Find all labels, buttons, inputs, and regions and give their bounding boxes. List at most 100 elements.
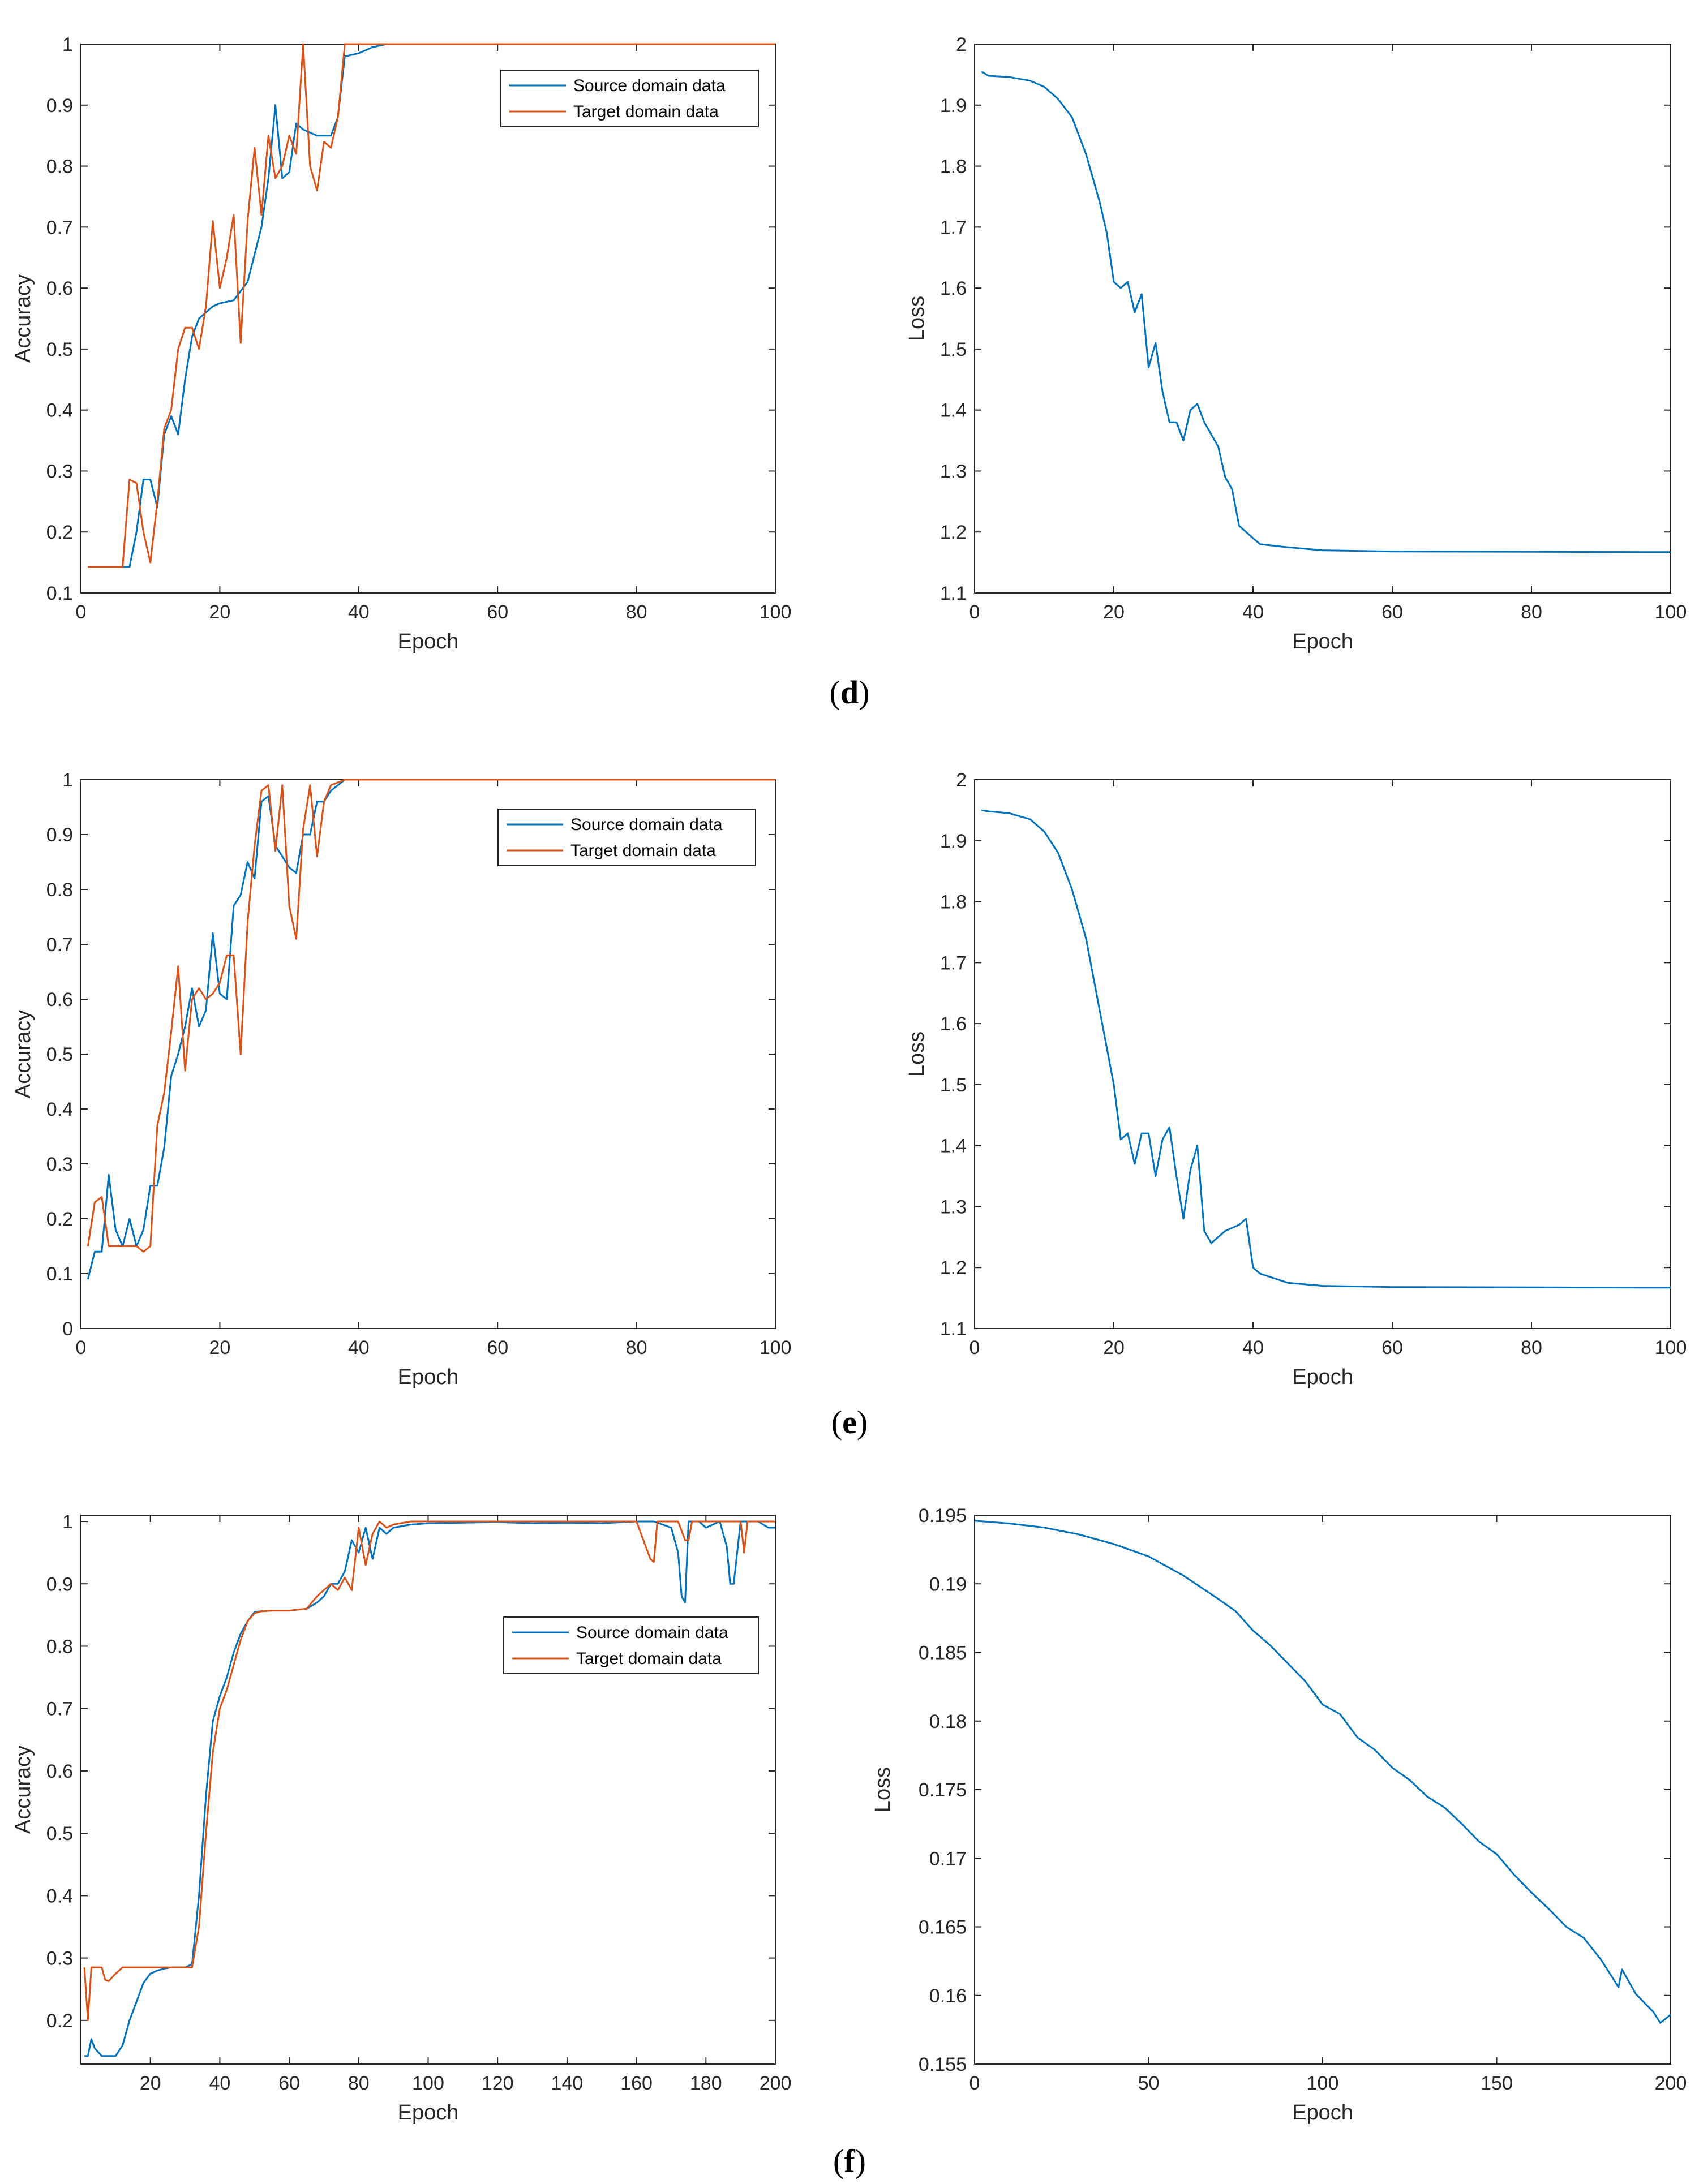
f-accuracy-ytick-label: 0.2 [46, 2010, 73, 2032]
f-accuracy-chart: 20 40 60 80 100 120 140 160 180 200 0.2 0.3 0.4 0.5 0.… [11, 1511, 791, 2125]
d-accuracy-ytick-label: 0.2 [46, 522, 73, 543]
d-loss-xtick-label: 60 [1381, 601, 1403, 623]
d-loss-ytick-label: 1.6 [940, 278, 967, 299]
e-loss-ytick-label: 1.1 [940, 1318, 967, 1340]
e-accuracy-legend-entry: Target domain data [570, 841, 716, 860]
d-accuracy-xtick-label: 80 [626, 601, 647, 623]
e-loss-ytick-label: 2 [956, 769, 967, 791]
e-loss-xtick-label: 60 [1381, 1337, 1403, 1358]
d-loss-chart: 0 20 40 60 80 100 1.1 1.2 1.3 1.4 1.5 1.6 1.7 1.8 1.9 2… [905, 34, 1687, 654]
e-accuracy-ylabel: Accuracy [11, 1010, 35, 1098]
d-accuracy-legend-entry: Target domain data [573, 102, 719, 121]
f-loss-xtick-label: 0 [969, 2073, 980, 2094]
f-loss-ytick-label: 0.165 [919, 1917, 967, 1938]
f-accuracy-xlabel: Epoch [398, 2101, 459, 2125]
f-accuracy-ylabel: Accuracy [11, 1746, 35, 1834]
e-loss-xtick-label: 100 [1655, 1337, 1687, 1358]
e-loss-xtick-label: 40 [1242, 1337, 1264, 1358]
f-accuracy-xtick-label: 200 [760, 2073, 792, 2094]
e-accuracy-xlabel: Epoch [398, 1365, 459, 1389]
d-loss-ytick-label: 1.2 [940, 522, 967, 543]
e-accuracy-ytick-label: 0.8 [46, 879, 73, 901]
d-accuracy-legend-box [500, 70, 759, 127]
e-accuracy-xtick-label: 40 [348, 1337, 370, 1358]
e-loss-ytick-label: 1.8 [940, 892, 967, 913]
d-loss-xtick-label: 80 [1521, 601, 1542, 623]
e-accuracy-ytick-label: 0.7 [46, 934, 73, 956]
e-accuracy-legend: Source domain data Target domain data [497, 809, 756, 866]
e-accuracy-chart: 0 20 40 60 80 100 0 0.1 0.2 0.3 0.4 0.5 0.6 0.7 0.8 0.9… [11, 769, 791, 1389]
panel-label-f: (f) [833, 2143, 866, 2179]
d-loss-xtick-label: 0 [969, 601, 980, 623]
f-accuracy-xtick-label: 60 [278, 2073, 300, 2094]
e-accuracy-ytick-label: 0.1 [46, 1263, 73, 1285]
f-loss-xlabel: Epoch [1292, 2101, 1353, 2125]
e-loss-ytick-label: 1.3 [940, 1196, 967, 1218]
f-loss-xtick-label: 200 [1655, 2073, 1687, 2094]
f-accuracy-legend: Source domain data Target domain data [503, 1616, 759, 1674]
f-loss-xtick-label: 150 [1481, 2073, 1513, 2094]
f-loss-ytick-label: 0.17 [929, 1848, 967, 1869]
e-loss-ytick-label: 1.9 [940, 831, 967, 852]
f-accuracy-ytick-label: 0.5 [46, 1823, 73, 1845]
e-accuracy-xtick-label: 100 [760, 1337, 792, 1358]
f-accuracy-ytick-label: 1 [62, 1511, 73, 1533]
d-loss-series-loss-line [981, 71, 1671, 553]
f-loss-xtick-label: 50 [1138, 2073, 1160, 2094]
f-accuracy-axes-box [80, 1515, 776, 2065]
e-loss-ytick-label: 1.5 [940, 1074, 967, 1096]
e-loss-ytick-label: 1.4 [940, 1136, 967, 1157]
d-loss-ytick-label: 1.8 [940, 156, 967, 178]
d-accuracy-ytick-label: 0.1 [46, 583, 73, 604]
f-accuracy-legend-entry: Source domain data [576, 1623, 728, 1642]
f-accuracy-ytick-label: 0.6 [46, 1761, 73, 1782]
f-loss-xtick-label: 100 [1307, 2073, 1339, 2094]
f-loss-ytick-label: 0.175 [919, 1779, 967, 1801]
d-accuracy-xlabel: Epoch [398, 630, 459, 654]
e-accuracy-ytick-label: 0.4 [46, 1099, 73, 1120]
e-loss-xtick-label: 80 [1521, 1337, 1542, 1358]
f-accuracy-ytick-label: 0.8 [46, 1636, 73, 1657]
d-accuracy-legend-entry: Source domain data [573, 76, 726, 95]
e-accuracy-ytick-label: 0.9 [46, 824, 73, 846]
e-accuracy-xtick-label: 20 [209, 1337, 230, 1358]
e-loss-ytick-label: 1.6 [940, 1013, 967, 1035]
d-accuracy-xtick-label: 60 [487, 601, 508, 623]
d-loss-xlabel: Epoch [1292, 630, 1353, 654]
f-accuracy-xtick-label: 140 [551, 2073, 584, 2094]
f-accuracy-ytick-label: 0.9 [46, 1573, 73, 1595]
f-accuracy-ytick-label: 0.3 [46, 1948, 73, 1970]
d-loss-ytick-label: 1.3 [940, 461, 967, 482]
f-accuracy-legend-entry: Target domain data [576, 1649, 722, 1668]
d-accuracy-chart: 0 20 40 60 80 100 0.1 0.2 0.3 0.4 0.5 0.6 0.7 0.8 0.9 1… [11, 34, 791, 654]
d-loss-ytick-label: 1.7 [940, 217, 967, 238]
e-accuracy-series-source-line [87, 779, 775, 1280]
e-loss-chart: 0 20 40 60 80 100 1.1 1.2 1.3 1.4 1.5 1.6 1.7 1.8 1.9 2… [905, 769, 1687, 1389]
d-loss-xtick-label: 100 [1655, 601, 1687, 623]
f-loss-chart: 0 50 100 150 200 0.155 0.16 0.165 0.17 0.175 0.18 0… [871, 1505, 1687, 2125]
d-accuracy-ytick-label: 0.9 [46, 95, 73, 117]
e-accuracy-series-target-line [87, 779, 775, 1253]
f-loss-series-loss-line [974, 1520, 1671, 2024]
f-loss-axes-box [974, 1515, 1671, 2065]
d-loss-ytick-label: 1.5 [940, 339, 967, 360]
e-loss-ylabel: Loss [905, 1031, 929, 1077]
f-loss-ytick-label: 0.16 [929, 1985, 967, 2007]
f-accuracy-series-target-line [83, 1520, 775, 2022]
d-accuracy-xtick-label: 100 [760, 601, 792, 623]
f-loss-ytick-label: 0.155 [919, 2054, 967, 2075]
d-accuracy-ytick-label: 0.7 [46, 217, 73, 238]
d-accuracy-ytick-label: 0.4 [46, 400, 73, 422]
f-accuracy-xtick-label: 160 [620, 2073, 653, 2094]
d-accuracy-ytick-label: 1 [62, 34, 73, 55]
d-accuracy-ytick-label: 0.5 [46, 339, 73, 360]
panel-label-d: (d) [830, 674, 870, 711]
f-accuracy-xtick-label: 180 [690, 2073, 722, 2094]
d-accuracy-xtick-label: 0 [76, 601, 87, 623]
e-accuracy-ytick-label: 1 [62, 769, 73, 791]
f-accuracy-xtick-label: 40 [209, 2073, 230, 2094]
d-loss-ylabel: Loss [905, 296, 929, 341]
f-loss-ylabel: Loss [871, 1767, 895, 1812]
f-accuracy-ytick-label: 0.7 [46, 1699, 73, 1720]
